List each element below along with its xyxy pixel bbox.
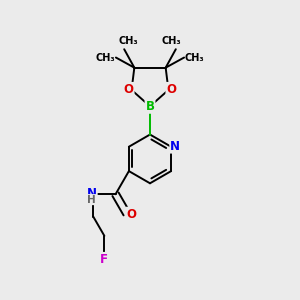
Text: N: N xyxy=(87,187,97,200)
Text: F: F xyxy=(100,253,108,266)
Text: CH₃: CH₃ xyxy=(185,52,204,62)
Text: O: O xyxy=(124,83,134,96)
Text: N: N xyxy=(170,140,180,153)
Text: CH₃: CH₃ xyxy=(161,36,181,46)
Text: O: O xyxy=(126,208,136,221)
Text: CH₃: CH₃ xyxy=(119,36,139,46)
Text: CH₃: CH₃ xyxy=(96,52,115,62)
Text: H: H xyxy=(87,195,96,205)
Text: O: O xyxy=(167,83,176,96)
Text: B: B xyxy=(146,100,154,113)
